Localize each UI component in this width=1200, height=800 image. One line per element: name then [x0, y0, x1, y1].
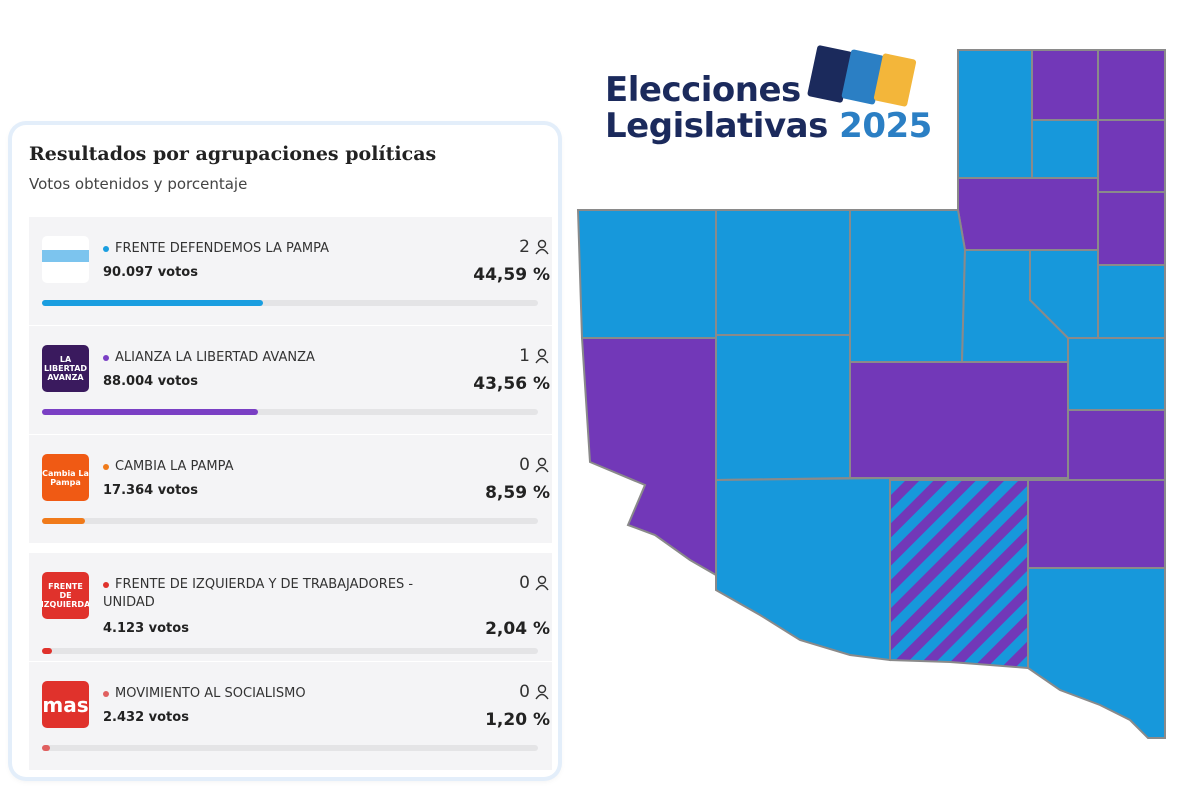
party-row: FRENTE DE IZQUIERDA FRENTE DE IZQUIERDA Y… — [29, 553, 552, 661]
district — [1097, 119, 1166, 193]
person-icon — [535, 457, 549, 473]
party-seats: 0 — [519, 682, 550, 702]
district — [580, 337, 717, 577]
district — [1027, 479, 1166, 569]
party-dot — [103, 581, 109, 588]
party-name-text: ALIANZA LA LIBERTAD AVANZA — [115, 350, 315, 365]
party-dot — [103, 245, 109, 252]
party-row: LA LIBERTAD AVANZA ALIANZA LA LIBERTAD AV… — [29, 326, 552, 434]
district — [576, 209, 717, 339]
district — [1031, 49, 1099, 121]
district — [957, 49, 1033, 179]
party-percent: 2,04 % — [485, 619, 550, 639]
logo-text: LA LIBERTAD AVANZA — [43, 355, 88, 382]
party-seats: 2 — [519, 237, 550, 257]
party-row: Cambia La Pampa CAMBIA LA PAMPA 17.364 vot… — [29, 435, 552, 543]
progress-bar — [42, 300, 264, 306]
party-name: FRENTE DEFENDEMOS LA PAMPA — [103, 240, 483, 258]
seats-number: 0 — [519, 455, 530, 475]
district — [715, 209, 851, 336]
party-row: mas MOVIMIENTO AL SOCIALISMO 2.432 votos 0 1… — [29, 662, 552, 770]
ballot-icon — [807, 45, 917, 107]
party-logo: mas — [42, 681, 89, 728]
seats-number: 2 — [519, 237, 530, 257]
party-name-text: MOVIMIENTO AL SOCIALISMO — [115, 686, 306, 701]
party-votes: 88.004 votos — [103, 374, 198, 389]
party-votes: 4.123 votos — [103, 621, 189, 636]
progress-track — [42, 518, 538, 524]
logo-year: 2025 — [839, 106, 932, 146]
logo-text: Cambia La Pampa — [42, 468, 89, 487]
district — [849, 209, 967, 363]
district — [1031, 119, 1099, 179]
party-logo: LA LIBERTAD AVANZA — [42, 345, 89, 392]
person-icon — [535, 684, 549, 700]
person-icon — [535, 575, 549, 591]
logo-word: Legislativas — [605, 106, 828, 146]
seats-number: 0 — [519, 682, 530, 702]
party-logo: FRENTE DE IZQUIERDA — [42, 572, 89, 619]
district — [849, 361, 1069, 479]
logo-title: Elecciones Legislativas 2025 — [605, 72, 932, 144]
district — [1067, 409, 1166, 481]
district — [715, 334, 851, 482]
district — [957, 177, 1099, 251]
panel-subtitle: Votos obtenidos y porcentaje — [29, 175, 248, 193]
party-logo: Cambia La Pampa — [42, 454, 89, 501]
district — [1097, 191, 1166, 266]
party-name-text: FRENTE DE IZQUIERDA Y DE TRABAJADORES - … — [103, 577, 414, 610]
party-name: CAMBIA LA PAMPA — [103, 458, 483, 476]
logo-line: Elecciones — [605, 70, 801, 110]
district — [715, 476, 891, 662]
district — [1067, 337, 1166, 411]
progress-bar — [42, 745, 50, 751]
party-percent: 8,59 % — [485, 483, 550, 503]
district — [1097, 49, 1166, 121]
party-votes: 17.364 votos — [103, 483, 198, 498]
party-name-text: CAMBIA LA PAMPA — [115, 459, 234, 474]
progress-bar — [42, 648, 53, 654]
seats-number: 0 — [519, 573, 530, 593]
progress-track — [42, 300, 538, 306]
person-icon — [535, 239, 549, 255]
party-name: ALIANZA LA LIBERTAD AVANZA — [103, 349, 483, 367]
logo-text: FRENTE DE IZQUIERDA — [42, 582, 89, 609]
party-logo — [42, 236, 89, 283]
progress-track — [42, 648, 538, 654]
district — [1097, 264, 1166, 339]
seats-number: 1 — [519, 346, 530, 366]
panel-title: Resultados por agrupaciones políticas — [29, 143, 437, 165]
results-panel: Resultados por agrupaciones políticas Vo… — [12, 125, 558, 777]
party-name: MOVIMIENTO AL SOCIALISMO — [103, 685, 483, 703]
district-tied — [889, 479, 1029, 670]
party-row: FRENTE DEFENDEMOS LA PAMPA 90.097 votos 2 4… — [29, 217, 552, 325]
party-dot — [103, 690, 109, 697]
progress-bar — [42, 518, 85, 524]
party-name-text: FRENTE DEFENDEMOS LA PAMPA — [115, 241, 330, 256]
logo-text: mas — [42, 692, 89, 717]
party-seats: 1 — [519, 346, 550, 366]
party-percent: 1,20 % — [485, 710, 550, 730]
party-percent: 43,56 % — [473, 374, 550, 394]
logo-line: Legislativas 2025 — [605, 108, 932, 144]
party-seats: 0 — [519, 455, 550, 475]
progress-bar — [42, 409, 259, 415]
districts — [576, 49, 1166, 739]
party-percent: 44,59 % — [473, 265, 550, 285]
district — [1027, 567, 1166, 739]
progress-track — [42, 409, 538, 415]
party-votes: 90.097 votos — [103, 265, 198, 280]
party-dot — [103, 463, 109, 470]
party-name: FRENTE DE IZQUIERDA Y DE TRABAJADORES - … — [103, 576, 443, 612]
party-dot — [103, 354, 109, 361]
progress-track — [42, 745, 538, 751]
person-icon — [535, 348, 549, 364]
party-votes: 2.432 votos — [103, 710, 189, 725]
party-seats: 0 — [519, 573, 550, 593]
